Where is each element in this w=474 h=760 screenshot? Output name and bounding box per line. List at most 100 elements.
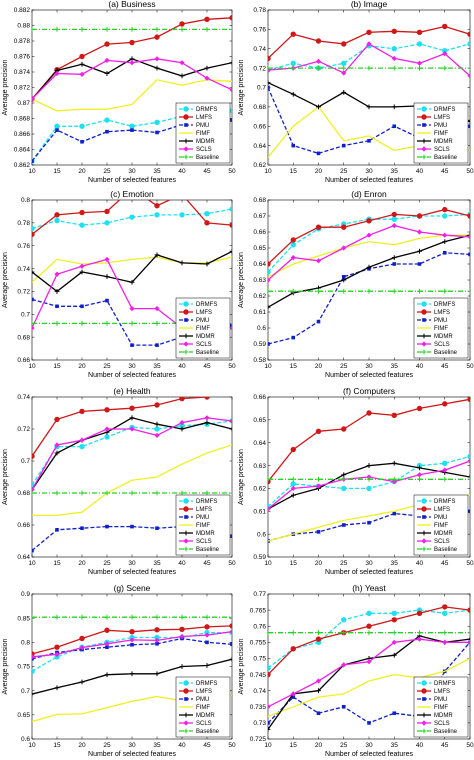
y-tick-label: 0.61 (253, 309, 266, 316)
y-tick-label: 0.76 (253, 623, 266, 630)
y-tick-label: 0.745 (250, 672, 267, 679)
legend-label: DRMFS (434, 302, 455, 308)
data-point-scls (467, 234, 470, 240)
data-point-scls (154, 56, 160, 62)
legend-label: DRMFS (434, 499, 455, 505)
legend-label: MDMR (434, 713, 453, 719)
data-point-mdmr (316, 104, 321, 110)
legend-label: Baseline (434, 155, 458, 161)
data-point-mdmr (268, 80, 271, 86)
data-point-drmfs (129, 214, 135, 220)
data-point-lmfs (442, 23, 448, 30)
y-tick-label: 0.74 (17, 394, 30, 401)
y-tick-label: 0.74 (253, 46, 266, 53)
data-point-lmfs (179, 626, 185, 632)
data-point-lmfs (315, 224, 322, 230)
data-point-pmu (80, 139, 84, 144)
data-point-mdmr (54, 685, 60, 691)
y-tick-label: 0.73 (253, 720, 266, 727)
data-point-baseline (316, 65, 321, 71)
data-point-baseline (341, 65, 347, 71)
y-tick-label: 0.862 (14, 162, 31, 169)
x-tick-label: 15 (53, 168, 61, 175)
data-point-lmfs (32, 231, 35, 237)
data-point-mdmr (229, 249, 232, 254)
data-point-mdmr (341, 472, 347, 478)
data-point-baseline (32, 321, 35, 326)
data-point-mdmr (104, 672, 110, 678)
series-line-drmfs (32, 632, 232, 672)
data-point-baseline (104, 614, 110, 620)
x-tick-label: 20 (78, 742, 86, 749)
y-tick-label: 0.8 (21, 640, 30, 647)
legend-label: DRMFS (196, 499, 217, 505)
data-point-scls (129, 637, 135, 643)
data-point-baseline (179, 490, 185, 496)
legend-label: Baseline (196, 155, 220, 161)
data-point-scls (341, 70, 347, 76)
data-point-lmfs (32, 453, 35, 459)
x-tick-label: 30 (128, 363, 136, 370)
data-point-baseline (391, 476, 397, 482)
data-point-lmfs (179, 397, 185, 402)
data-point-scls (79, 71, 85, 77)
data-point-scls (290, 255, 296, 261)
data-point-lmfs (229, 15, 232, 21)
legend-label: MDMR (196, 713, 215, 719)
x-tick-label: 50 (228, 742, 236, 749)
data-point-mdmr (129, 415, 135, 421)
data-point-lmfs (391, 28, 397, 35)
data-point-scls (442, 639, 448, 645)
data-point-mdmr (32, 691, 35, 697)
data-point-lmfs (268, 671, 271, 678)
y-tick-label: 0.59 (253, 554, 266, 561)
data-point-pmu (392, 711, 397, 716)
data-point-lmfs (341, 41, 347, 47)
y-tick-label: 0.878 (14, 38, 31, 45)
data-point-drmfs (79, 123, 85, 129)
data-point-pmu (268, 721, 270, 725)
data-point-lmfs (416, 405, 423, 412)
chart-panel-5: (e) Health 10 15 20 25 30 35 40 45 50 0.64 0.66 0.68… (2, 386, 236, 576)
x-axis-label: Number of selected features (325, 372, 413, 379)
x-tick-label: 40 (416, 168, 424, 175)
data-point-mdmr (268, 726, 271, 732)
plot-series-group (268, 206, 470, 346)
data-point-baseline (417, 65, 422, 71)
data-point-baseline (204, 490, 210, 496)
x-axis-label: Number of selected features (88, 751, 176, 758)
data-point-drmfs (104, 220, 110, 226)
data-point-baseline (316, 476, 321, 482)
data-point-pmu (268, 342, 270, 346)
data-point-mdmr (366, 264, 372, 270)
data-point-baseline (366, 288, 372, 294)
data-point-baseline (366, 476, 372, 482)
legend-label: MDMR (196, 139, 215, 145)
data-point-scls (179, 420, 185, 426)
data-point-mdmr (129, 671, 135, 677)
legend-label: FIMF (196, 131, 210, 137)
data-point-pmu (130, 642, 134, 647)
data-point-mdmr (79, 61, 85, 67)
data-point-drmfs (79, 443, 85, 450)
x-tick-label: 35 (391, 742, 399, 749)
legend-marker-lmfs (183, 688, 189, 694)
data-point-pmu (468, 252, 470, 257)
legend-marker-pmu (184, 123, 188, 127)
data-point-scls (290, 485, 296, 492)
legend-marker-scls (421, 341, 427, 347)
chart-title: (b) Image (351, 0, 388, 9)
data-point-scls (104, 256, 110, 263)
y-tick-label: 0.868 (14, 116, 31, 123)
legend-label: PMU (196, 123, 209, 129)
data-point-mdmr (154, 65, 160, 71)
data-point-scls (268, 277, 271, 283)
y-tick-label: 0.58 (253, 357, 266, 364)
y-tick-label: 0.68 (17, 490, 30, 497)
data-point-baseline (341, 288, 347, 294)
data-point-lmfs (442, 604, 448, 610)
data-point-pmu (130, 128, 134, 132)
chart-panel-8: (h) Yeast 10 15 20 25 30 35 40 45 50 0.725 0.73 0.73… (238, 583, 474, 758)
data-point-pmu (268, 85, 270, 90)
data-point-scls (79, 645, 85, 651)
